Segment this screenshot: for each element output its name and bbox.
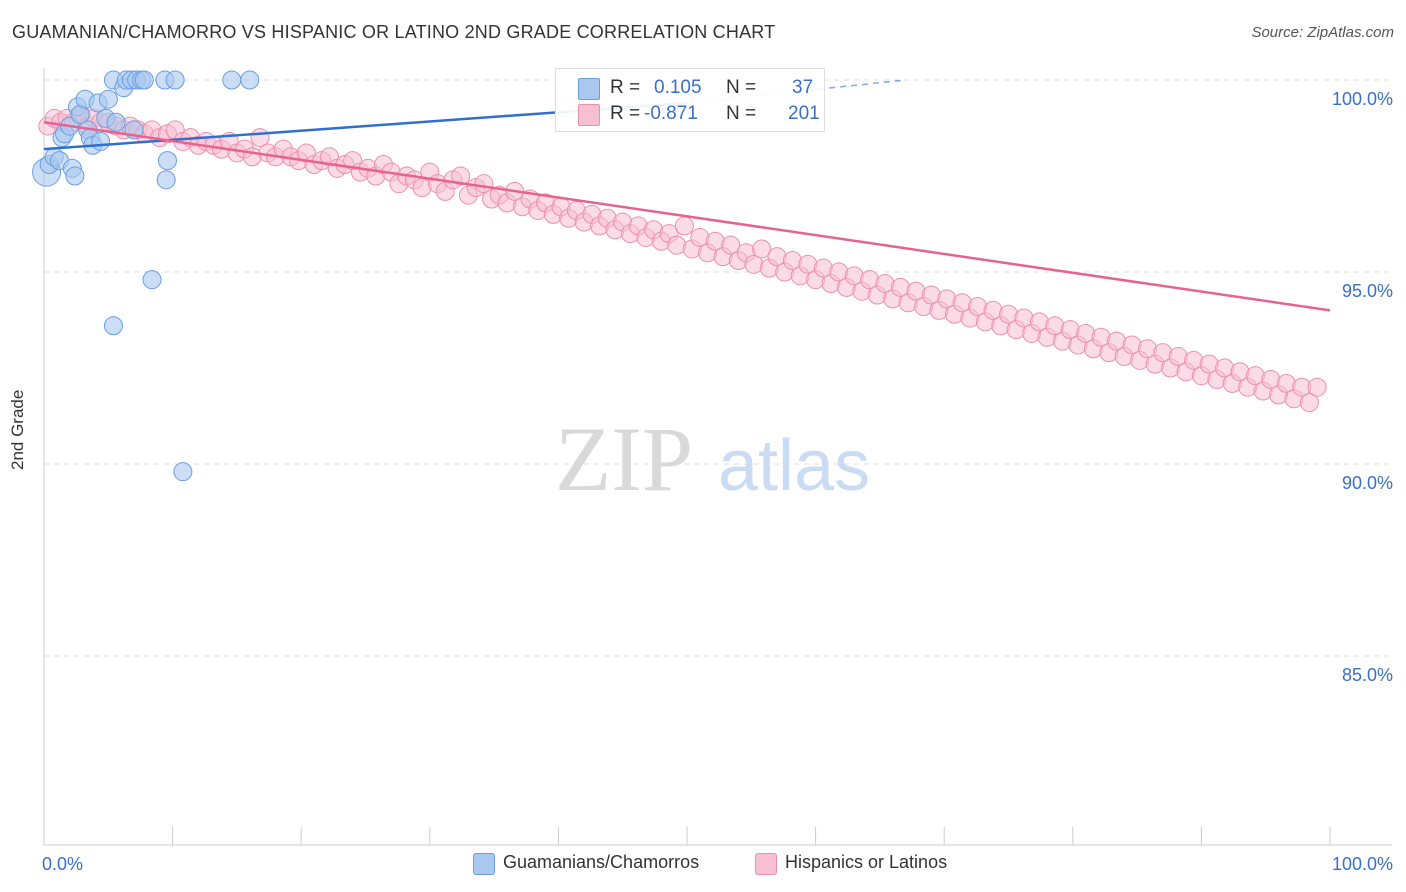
x-tick-label: 0.0% bbox=[42, 854, 83, 874]
data-point-guamanian bbox=[91, 131, 111, 151]
data-point-guamanian bbox=[98, 89, 118, 109]
legend-r-value: -0.871 bbox=[644, 103, 698, 124]
legend-swatch-blue bbox=[578, 78, 600, 100]
y-tick-label: 100.0% bbox=[1332, 89, 1393, 109]
y-tick-label: 90.0% bbox=[1342, 473, 1393, 493]
data-point-hispanic bbox=[451, 166, 471, 186]
data-point-guamanian bbox=[165, 70, 185, 90]
data-point-guamanian bbox=[65, 166, 85, 186]
data-point-guamanian bbox=[103, 316, 123, 336]
data-point-hispanic bbox=[1307, 377, 1327, 397]
watermark-zip: ZIP bbox=[555, 408, 693, 510]
data-point-guamanian bbox=[156, 170, 176, 190]
bottom-legend-swatch-pink bbox=[755, 853, 777, 875]
data-point-guamanian bbox=[157, 151, 177, 171]
legend-n-value: 37 bbox=[792, 77, 814, 98]
bottom-legend-label: Guamanians/Chamorros bbox=[503, 852, 700, 872]
legend-n-value: 201 bbox=[788, 103, 820, 124]
y-tick-label: 85.0% bbox=[1342, 665, 1393, 685]
source-credit: Source: ZipAtlas.com bbox=[1251, 24, 1394, 41]
x-tick-label: 100.0% bbox=[1332, 854, 1393, 874]
data-point-guamanian bbox=[106, 112, 126, 132]
legend-r-label: R = bbox=[610, 77, 641, 98]
axes bbox=[43, 68, 1392, 846]
bottom-legend-swatch-blue bbox=[473, 853, 495, 875]
legend-n-label: N = bbox=[726, 103, 757, 124]
data-point-guamanian bbox=[134, 70, 154, 90]
correlation-legend: R = 0.105 N = 37 R = -0.871 N = 201 bbox=[555, 68, 825, 132]
data-point-guamanian bbox=[173, 462, 193, 482]
legend-n-label: N = bbox=[726, 77, 757, 98]
legend-swatch-pink bbox=[578, 104, 600, 126]
hispanic-points bbox=[38, 105, 1327, 413]
bottom-legend-label: Hispanics or Latinos bbox=[785, 852, 948, 872]
watermark-atlas: atlas bbox=[718, 426, 870, 506]
y-tick-label: 95.0% bbox=[1342, 281, 1393, 301]
data-point-hispanic bbox=[752, 239, 772, 259]
trend-line-hispanic bbox=[43, 121, 1331, 312]
data-point-guamanian bbox=[142, 270, 162, 290]
data-point-hispanic bbox=[721, 235, 741, 255]
data-point-guamanian bbox=[222, 70, 242, 90]
data-point-guamanian bbox=[240, 70, 260, 90]
data-point-hispanic bbox=[1299, 393, 1319, 413]
chart-title: GUAMANIAN/CHAMORRO VS HISPANIC OR LATINO… bbox=[12, 22, 776, 42]
data-point-hispanic bbox=[674, 216, 694, 236]
legend-r-label: R = bbox=[610, 103, 641, 124]
tick-labels: 100.0% 95.0% 90.0% 85.0% 0.0% 100.0% bbox=[42, 89, 1393, 874]
legend-r-value: 0.105 bbox=[654, 77, 702, 98]
